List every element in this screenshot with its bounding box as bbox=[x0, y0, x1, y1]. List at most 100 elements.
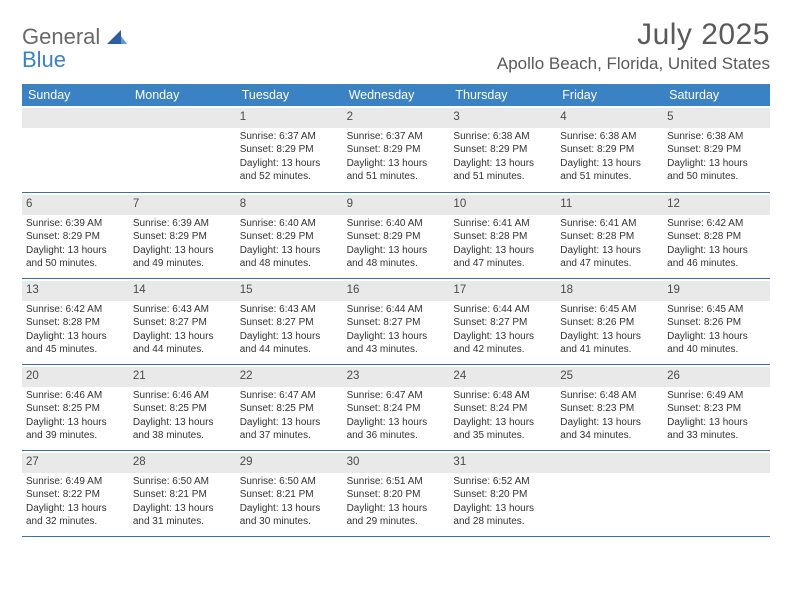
day-number: 8 bbox=[236, 195, 343, 215]
calendar-cell: 5Sunrise: 6:38 AM Sunset: 8:29 PM Daylig… bbox=[663, 106, 770, 192]
day-number: 22 bbox=[236, 367, 343, 387]
day-details: Sunrise: 6:39 AM Sunset: 8:29 PM Dayligh… bbox=[133, 217, 232, 271]
day-details: Sunrise: 6:45 AM Sunset: 8:26 PM Dayligh… bbox=[667, 303, 766, 357]
day-number: 15 bbox=[236, 281, 343, 301]
day-details: Sunrise: 6:42 AM Sunset: 8:28 PM Dayligh… bbox=[26, 303, 125, 357]
day-details: Sunrise: 6:45 AM Sunset: 8:26 PM Dayligh… bbox=[560, 303, 659, 357]
day-number: 30 bbox=[343, 453, 450, 473]
calendar-cell: 18Sunrise: 6:45 AM Sunset: 8:26 PM Dayli… bbox=[556, 278, 663, 364]
day-number: 28 bbox=[129, 453, 236, 473]
day-number-empty bbox=[22, 108, 129, 128]
day-number: 29 bbox=[236, 453, 343, 473]
page-title: July 2025 bbox=[497, 18, 770, 52]
day-number: 18 bbox=[556, 281, 663, 301]
day-details: Sunrise: 6:38 AM Sunset: 8:29 PM Dayligh… bbox=[453, 130, 552, 184]
day-details: Sunrise: 6:41 AM Sunset: 8:28 PM Dayligh… bbox=[560, 217, 659, 271]
day-details: Sunrise: 6:50 AM Sunset: 8:21 PM Dayligh… bbox=[133, 475, 232, 529]
day-details: Sunrise: 6:37 AM Sunset: 8:29 PM Dayligh… bbox=[240, 130, 339, 184]
weekday-header: Saturday bbox=[663, 84, 770, 106]
day-details: Sunrise: 6:43 AM Sunset: 8:27 PM Dayligh… bbox=[133, 303, 232, 357]
day-number: 10 bbox=[449, 195, 556, 215]
calendar-cell: 22Sunrise: 6:47 AM Sunset: 8:25 PM Dayli… bbox=[236, 364, 343, 450]
weekday-header: Friday bbox=[556, 84, 663, 106]
day-number: 4 bbox=[556, 108, 663, 128]
day-details: Sunrise: 6:49 AM Sunset: 8:22 PM Dayligh… bbox=[26, 475, 125, 529]
calendar-cell: 30Sunrise: 6:51 AM Sunset: 8:20 PM Dayli… bbox=[343, 450, 450, 536]
logo-word-1: General bbox=[22, 24, 100, 49]
day-number: 16 bbox=[343, 281, 450, 301]
calendar-cell: 7Sunrise: 6:39 AM Sunset: 8:29 PM Daylig… bbox=[129, 192, 236, 278]
day-details: Sunrise: 6:44 AM Sunset: 8:27 PM Dayligh… bbox=[347, 303, 446, 357]
calendar-cell: 10Sunrise: 6:41 AM Sunset: 8:28 PM Dayli… bbox=[449, 192, 556, 278]
calendar-cell: 3Sunrise: 6:38 AM Sunset: 8:29 PM Daylig… bbox=[449, 106, 556, 192]
day-number: 2 bbox=[343, 108, 450, 128]
calendar-grid: SundayMondayTuesdayWednesdayThursdayFrid… bbox=[22, 84, 770, 537]
calendar-cell: 9Sunrise: 6:40 AM Sunset: 8:29 PM Daylig… bbox=[343, 192, 450, 278]
day-details: Sunrise: 6:51 AM Sunset: 8:20 PM Dayligh… bbox=[347, 475, 446, 529]
calendar-cell: 19Sunrise: 6:45 AM Sunset: 8:26 PM Dayli… bbox=[663, 278, 770, 364]
logo: General Blue bbox=[22, 26, 127, 72]
day-number: 3 bbox=[449, 108, 556, 128]
calendar-cell: 26Sunrise: 6:49 AM Sunset: 8:23 PM Dayli… bbox=[663, 364, 770, 450]
day-number: 13 bbox=[22, 281, 129, 301]
calendar-cell: 1Sunrise: 6:37 AM Sunset: 8:29 PM Daylig… bbox=[236, 106, 343, 192]
day-details: Sunrise: 6:48 AM Sunset: 8:23 PM Dayligh… bbox=[560, 389, 659, 443]
day-number: 9 bbox=[343, 195, 450, 215]
day-number: 12 bbox=[663, 195, 770, 215]
calendar-cell bbox=[22, 106, 129, 192]
calendar-cell: 29Sunrise: 6:50 AM Sunset: 8:21 PM Dayli… bbox=[236, 450, 343, 536]
day-details: Sunrise: 6:39 AM Sunset: 8:29 PM Dayligh… bbox=[26, 217, 125, 271]
day-details: Sunrise: 6:41 AM Sunset: 8:28 PM Dayligh… bbox=[453, 217, 552, 271]
day-details: Sunrise: 6:52 AM Sunset: 8:20 PM Dayligh… bbox=[453, 475, 552, 529]
day-details: Sunrise: 6:47 AM Sunset: 8:24 PM Dayligh… bbox=[347, 389, 446, 443]
calendar-cell: 6Sunrise: 6:39 AM Sunset: 8:29 PM Daylig… bbox=[22, 192, 129, 278]
calendar-cell bbox=[663, 450, 770, 536]
day-details: Sunrise: 6:38 AM Sunset: 8:29 PM Dayligh… bbox=[560, 130, 659, 184]
day-details: Sunrise: 6:46 AM Sunset: 8:25 PM Dayligh… bbox=[133, 389, 232, 443]
location-text: Apollo Beach, Florida, United States bbox=[497, 54, 770, 74]
day-number: 26 bbox=[663, 367, 770, 387]
day-details: Sunrise: 6:49 AM Sunset: 8:23 PM Dayligh… bbox=[667, 389, 766, 443]
day-details: Sunrise: 6:50 AM Sunset: 8:21 PM Dayligh… bbox=[240, 475, 339, 529]
calendar-cell: 14Sunrise: 6:43 AM Sunset: 8:27 PM Dayli… bbox=[129, 278, 236, 364]
day-number: 27 bbox=[22, 453, 129, 473]
logo-word-2: Blue bbox=[22, 47, 66, 72]
calendar-cell: 12Sunrise: 6:42 AM Sunset: 8:28 PM Dayli… bbox=[663, 192, 770, 278]
calendar-cell: 13Sunrise: 6:42 AM Sunset: 8:28 PM Dayli… bbox=[22, 278, 129, 364]
calendar-cell bbox=[129, 106, 236, 192]
day-details: Sunrise: 6:40 AM Sunset: 8:29 PM Dayligh… bbox=[240, 217, 339, 271]
day-number: 6 bbox=[22, 195, 129, 215]
calendar-cell: 21Sunrise: 6:46 AM Sunset: 8:25 PM Dayli… bbox=[129, 364, 236, 450]
calendar-cell: 15Sunrise: 6:43 AM Sunset: 8:27 PM Dayli… bbox=[236, 278, 343, 364]
calendar-cell: 2Sunrise: 6:37 AM Sunset: 8:29 PM Daylig… bbox=[343, 106, 450, 192]
calendar-cell: 25Sunrise: 6:48 AM Sunset: 8:23 PM Dayli… bbox=[556, 364, 663, 450]
calendar-cell: 28Sunrise: 6:50 AM Sunset: 8:21 PM Dayli… bbox=[129, 450, 236, 536]
day-details: Sunrise: 6:47 AM Sunset: 8:25 PM Dayligh… bbox=[240, 389, 339, 443]
day-details: Sunrise: 6:46 AM Sunset: 8:25 PM Dayligh… bbox=[26, 389, 125, 443]
calendar-cell: 8Sunrise: 6:40 AM Sunset: 8:29 PM Daylig… bbox=[236, 192, 343, 278]
calendar-cell: 31Sunrise: 6:52 AM Sunset: 8:20 PM Dayli… bbox=[449, 450, 556, 536]
calendar-cell: 23Sunrise: 6:47 AM Sunset: 8:24 PM Dayli… bbox=[343, 364, 450, 450]
day-number: 24 bbox=[449, 367, 556, 387]
calendar-cell: 11Sunrise: 6:41 AM Sunset: 8:28 PM Dayli… bbox=[556, 192, 663, 278]
day-number: 20 bbox=[22, 367, 129, 387]
weekday-header: Thursday bbox=[449, 84, 556, 106]
calendar-cell: 24Sunrise: 6:48 AM Sunset: 8:24 PM Dayli… bbox=[449, 364, 556, 450]
weekday-header: Wednesday bbox=[343, 84, 450, 106]
day-number-empty bbox=[129, 108, 236, 128]
day-number: 31 bbox=[449, 453, 556, 473]
calendar-cell: 4Sunrise: 6:38 AM Sunset: 8:29 PM Daylig… bbox=[556, 106, 663, 192]
day-details: Sunrise: 6:43 AM Sunset: 8:27 PM Dayligh… bbox=[240, 303, 339, 357]
day-number-empty bbox=[556, 453, 663, 473]
day-number: 7 bbox=[129, 195, 236, 215]
day-number-empty bbox=[663, 453, 770, 473]
logo-sail-icon bbox=[107, 30, 127, 44]
day-number: 23 bbox=[343, 367, 450, 387]
calendar-cell bbox=[556, 450, 663, 536]
day-number: 21 bbox=[129, 367, 236, 387]
title-block: July 2025 Apollo Beach, Florida, United … bbox=[497, 18, 770, 74]
calendar-cell: 17Sunrise: 6:44 AM Sunset: 8:27 PM Dayli… bbox=[449, 278, 556, 364]
day-details: Sunrise: 6:44 AM Sunset: 8:27 PM Dayligh… bbox=[453, 303, 552, 357]
weekday-header: Sunday bbox=[22, 84, 129, 106]
weekday-header: Tuesday bbox=[236, 84, 343, 106]
